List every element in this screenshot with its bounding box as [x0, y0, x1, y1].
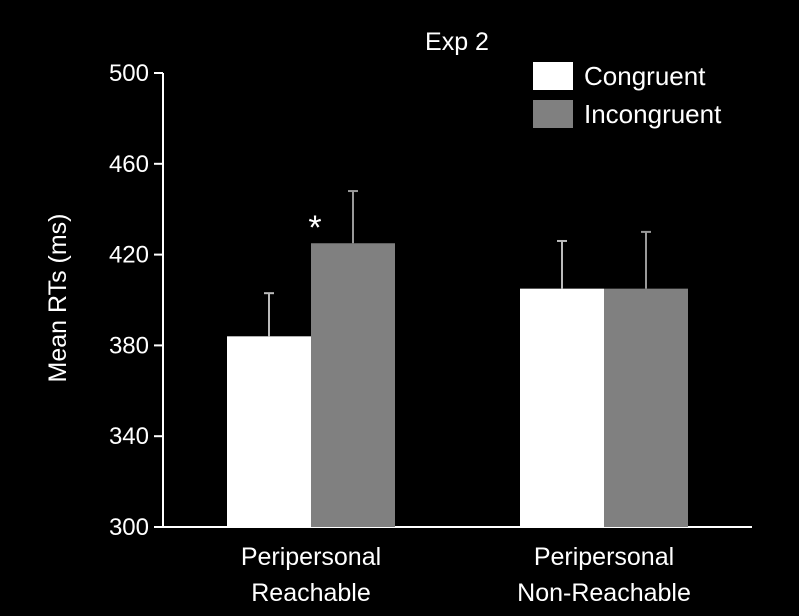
y-axis-label: Mean RTs (ms)	[44, 213, 72, 382]
y-tick-label: 460	[109, 151, 149, 178]
legend: Congruent Incongruent	[533, 61, 722, 129]
legend-label-congruent: Congruent	[584, 61, 706, 91]
annotations: *	[308, 209, 321, 247]
category-label-1-line-1: Non-Reachable	[517, 579, 691, 607]
legend-swatch-incongruent	[533, 100, 573, 128]
y-ticks: 300 340 380 420 460 500	[109, 60, 163, 541]
bar-incongruent-1	[604, 288, 688, 527]
category-label-0-line-0: Peripersonal	[241, 543, 381, 571]
bar-incongruent-0	[311, 243, 395, 527]
chart-title: Exp 2	[425, 28, 489, 56]
error-bars	[264, 190, 651, 337]
y-tick-label: 340	[109, 423, 149, 450]
y-tick-label: 500	[109, 60, 149, 87]
y-tick-label: 420	[109, 242, 149, 269]
category-label-0-line-1: Reachable	[251, 579, 371, 607]
bars	[227, 243, 688, 527]
bar-congruent-0	[227, 336, 311, 527]
y-tick-label: 380	[109, 332, 149, 359]
category-labels: Peripersonal Reachable Peripersonal Non-Rea…	[241, 543, 691, 607]
category-label-1-line-0: Peripersonal	[534, 543, 674, 571]
significance-marker-0: *	[308, 209, 321, 247]
bar-congruent-1	[520, 288, 604, 527]
y-tick-label: 300	[109, 514, 149, 541]
legend-swatch-congruent	[533, 62, 573, 90]
legend-label-incongruent: Incongruent	[584, 99, 722, 129]
